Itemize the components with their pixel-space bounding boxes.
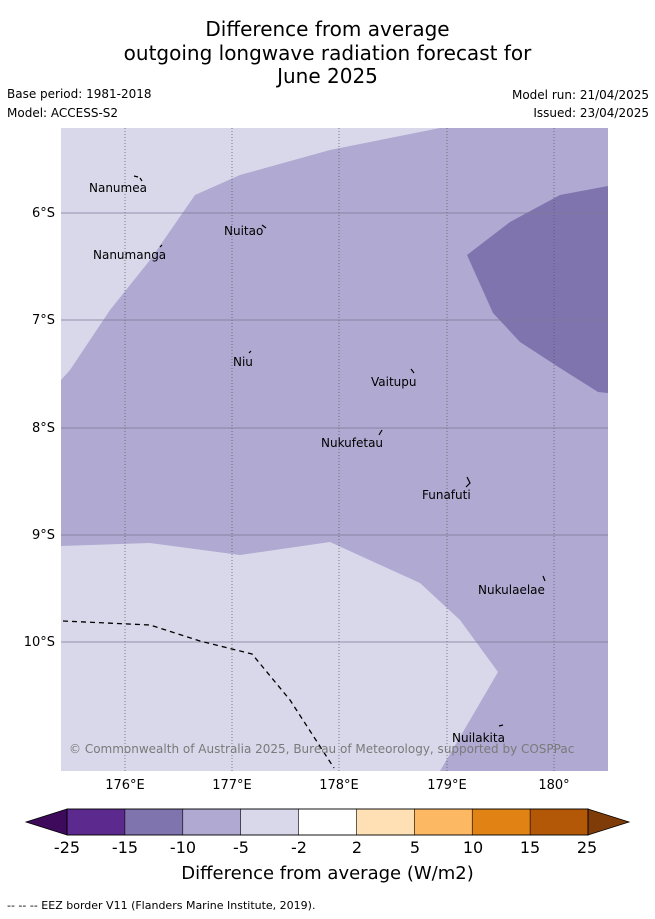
lon-label-179e: 179°E bbox=[427, 778, 467, 793]
colorbar-label: 10 bbox=[462, 838, 484, 857]
lat-label-7s: 7°S bbox=[31, 313, 55, 328]
anomaly-region-nw-minus-5-to-2 bbox=[61, 128, 440, 380]
title-line-1: Difference from average bbox=[205, 17, 450, 41]
colorbar-segment bbox=[66, 808, 126, 836]
colorbar-segment bbox=[298, 808, 358, 836]
colorbar-label: -10 bbox=[169, 838, 197, 857]
lon-label-177e: 177°E bbox=[212, 778, 252, 793]
lon-label-180: 180° bbox=[538, 778, 570, 793]
colorbar-label: 2 bbox=[351, 838, 363, 857]
island-label-nuilakita: Nuilakita bbox=[452, 731, 505, 745]
colorbar-label: -15 bbox=[111, 838, 139, 857]
island-label-nanumea: Nanumea bbox=[89, 181, 147, 195]
colorbar bbox=[24, 808, 631, 836]
colorbar-segment bbox=[240, 808, 300, 836]
colorbar-extend-low bbox=[26, 809, 67, 835]
island-label-nukulaelae: Nukulaelae bbox=[478, 583, 545, 597]
colorbar-label: -5 bbox=[233, 838, 249, 857]
colorbar-segment bbox=[529, 808, 589, 836]
lat-label-6s: 6°S bbox=[31, 206, 55, 221]
island-shape-nuilakita bbox=[498, 724, 504, 727]
lat-label-9s: 9°S bbox=[31, 528, 55, 543]
title-line-3: June 2025 bbox=[277, 64, 378, 88]
lon-label-178e: 178°E bbox=[319, 778, 359, 793]
island-shape-nanumea bbox=[133, 175, 143, 182]
issued-date: Issued: 23/04/2025 bbox=[533, 106, 649, 120]
colorbar-title: Difference from average (W/m2) bbox=[181, 863, 474, 884]
eez-border bbox=[62, 620, 335, 769]
colorbar-label: 15 bbox=[519, 838, 541, 857]
island-shape-nukulaelae bbox=[542, 575, 546, 582]
island-shape-niu bbox=[248, 350, 252, 354]
anomaly-region-south-minus-5-to-2 bbox=[61, 542, 498, 771]
colorbar-segment bbox=[182, 808, 242, 836]
island-shape-nuitao bbox=[261, 224, 267, 229]
anomaly-region-ne-minus-15-to-10 bbox=[467, 186, 608, 393]
parallel-gridlines bbox=[61, 212, 608, 643]
colorbar-segment bbox=[471, 808, 531, 836]
map-area bbox=[61, 128, 608, 771]
island-label-funafuti: Funafuti bbox=[422, 488, 471, 502]
island-label-niu: Niu bbox=[233, 355, 253, 369]
colorbar-label: -25 bbox=[53, 838, 81, 857]
island-label-vaitupu: Vaitupu bbox=[371, 375, 417, 389]
island-shape-funafuti bbox=[465, 476, 471, 488]
island-shape-vaitupu bbox=[410, 368, 415, 374]
lat-label-10s: 10°S bbox=[23, 635, 55, 650]
colorbar-segment bbox=[124, 808, 184, 836]
island-label-nanumanga: Nanumanga bbox=[93, 248, 167, 262]
colorbar-extend-high bbox=[588, 809, 629, 835]
island-shape-nanumanga bbox=[159, 244, 163, 248]
base-period: Base period: 1981-2018 bbox=[7, 87, 152, 101]
colorbar-segment bbox=[414, 808, 474, 836]
colorbar-segment bbox=[356, 808, 416, 836]
copyright-notice: © Commonwealth of Australia 2025, Bureau… bbox=[69, 742, 575, 756]
lon-label-176e: 176°E bbox=[105, 778, 145, 793]
eez-legend-note: -- -- -- EEZ border V11 (Flanders Marine… bbox=[7, 899, 316, 912]
island-label-nuitao: Nuitao bbox=[224, 224, 264, 238]
title-line-2: outgoing longwave radiation forecast for bbox=[123, 41, 532, 65]
meridian-gridlines bbox=[124, 128, 555, 771]
lat-label-8s: 8°S bbox=[31, 421, 55, 436]
colorbar-label: -2 bbox=[291, 838, 307, 857]
island-shapes bbox=[133, 175, 546, 727]
island-shape-nukufetau bbox=[378, 429, 383, 436]
colorbar-label: 5 bbox=[409, 838, 421, 857]
model-run: Model run: 21/04/2025 bbox=[511, 88, 649, 102]
island-label-nukufetau: Nukufetau bbox=[321, 436, 384, 450]
model-name: Model: ACCESS-S2 bbox=[7, 106, 119, 120]
colorbar-label: 25 bbox=[576, 838, 598, 857]
